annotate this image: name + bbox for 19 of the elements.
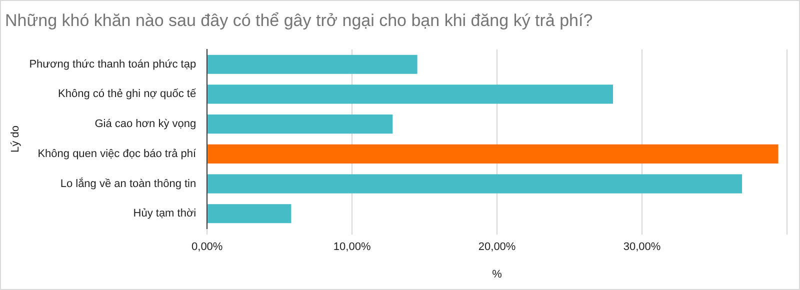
bar xyxy=(208,174,742,194)
x-tick-label: 20,00% xyxy=(478,241,516,254)
x-tick-label: 10,00% xyxy=(333,241,371,254)
y-tick-label: Giá cao hơn kỳ vọng xyxy=(94,118,196,130)
chart-title: Những khó khăn nào sau đây có thể gây trở ngại cho bạn khi đăng ký trả phí? xyxy=(5,10,593,30)
y-tick-label: Không quen việc đọc báo trả phí xyxy=(38,148,198,160)
y-axis-title: Lý do xyxy=(10,126,22,152)
x-tick-label: 30,00% xyxy=(623,241,661,254)
y-tick-label: Hủy tạm thời xyxy=(133,208,196,220)
y-tick-label: Phương thức thanh toán phức tạp xyxy=(29,58,196,70)
bar xyxy=(208,114,393,134)
x-axis-title: % xyxy=(492,268,502,280)
x-tick-label: 0,00% xyxy=(192,241,223,254)
y-tick-label: Lo lắng về an toàn thông tin xyxy=(60,176,196,190)
y-tick-label: Không có thẻ ghi nợ quốc tế xyxy=(58,88,196,100)
bar xyxy=(208,144,778,164)
bar xyxy=(208,84,614,104)
bar xyxy=(208,54,418,74)
bar xyxy=(208,204,292,224)
